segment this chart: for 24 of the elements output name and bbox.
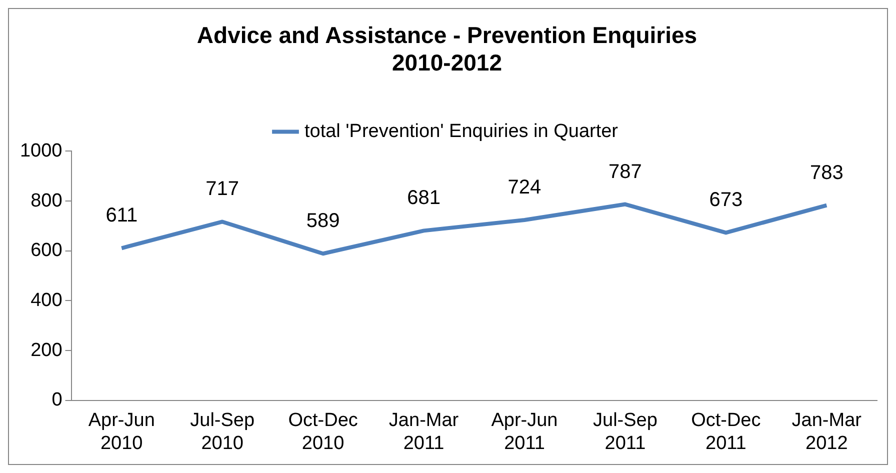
x-tick-label: Jul-Sep 2010 <box>190 410 255 454</box>
data-label: 589 <box>306 210 340 232</box>
y-tick-label: 400 <box>30 290 62 311</box>
chart-title: Advice and Assistance - Prevention Enquiries 2010-2012 <box>196 22 698 76</box>
x-tick-label: Oct-Dec 2010 <box>288 410 358 454</box>
x-tick-label: Oct-Dec 2011 <box>691 410 761 454</box>
y-tick-label: 200 <box>30 340 62 361</box>
legend-label: total 'Prevention' Enquiries in Quarter <box>304 120 619 142</box>
x-tick-label: Jan-Mar 2012 <box>792 410 862 454</box>
data-label: 717 <box>206 178 240 200</box>
data-label: 724 <box>508 176 542 198</box>
y-tick-label: 600 <box>30 240 62 262</box>
data-label: 611 <box>106 204 138 227</box>
x-tick-label: Jul-Sep 2011 <box>593 410 658 454</box>
y-tick-label: 1000 <box>20 140 62 162</box>
y-tick-label: 800 <box>30 190 62 212</box>
data-label: 787 <box>608 160 642 183</box>
x-tick-label: Jan-Mar 2011 <box>388 410 460 454</box>
data-label: 783 <box>810 162 844 184</box>
data-label: 681 <box>407 187 440 210</box>
x-tick-label: Apr-Jun 2011 <box>491 410 558 454</box>
x-tick-label: Apr-Jun 2010 <box>88 410 155 454</box>
data-label: 673 <box>709 189 743 212</box>
y-tick-label: 0 <box>52 390 62 411</box>
